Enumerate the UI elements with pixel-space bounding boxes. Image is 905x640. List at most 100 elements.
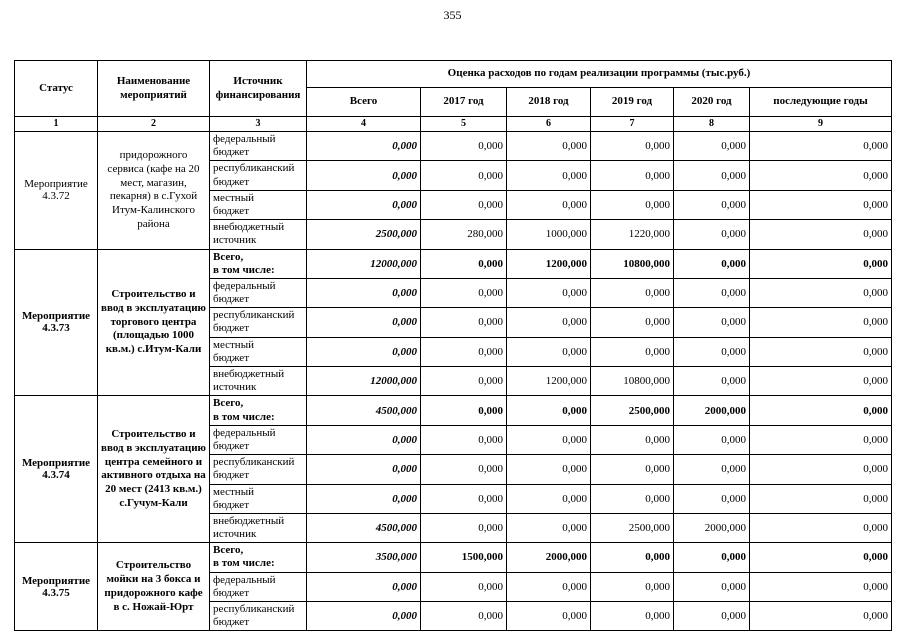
value-cell: 0,000 <box>506 277 591 309</box>
value-cell: 10800,000 <box>590 248 674 279</box>
value-cell: 0,000 <box>749 336 892 368</box>
header-row-years: Всего 2017 год 2018 год 2019 год 2020 го… <box>15 87 892 117</box>
value-cell: 0,000 <box>673 571 750 603</box>
value-cell: 0,000 <box>749 130 892 162</box>
header-source: Источник финансирования <box>209 60 307 117</box>
value-cell: 12000,000 <box>306 365 421 397</box>
value-cell: 0,000 <box>673 277 750 309</box>
measure-name-cell: Строительство и ввод в эксплуатацию торг… <box>97 248 210 397</box>
header-2018: 2018 год <box>506 87 591 117</box>
header-row-numbers: 1 2 3 4 5 6 7 8 9 <box>14 116 892 132</box>
value-cell: 0,000 <box>590 189 674 221</box>
funding-source-cell: внебюджетный источник <box>209 512 307 544</box>
value-cell: 1200,000 <box>506 365 591 397</box>
header-total: Всего <box>306 87 421 117</box>
value-cell: 0,000 <box>420 512 507 544</box>
funding-source-cell: Всего, в том числе: <box>209 248 307 279</box>
table-row: местный бюджет 0,000 0,000 0,000 0,000 0,000 0… <box>15 189 892 221</box>
value-cell: 0,000 <box>420 395 507 426</box>
funding-source-cell: федеральный бюджет <box>209 130 307 162</box>
page-number: 355 <box>443 8 462 22</box>
value-cell: 0,000 <box>506 483 591 514</box>
value-cell: 2500,000 <box>590 512 674 544</box>
value-cell: 2000,000 <box>673 395 750 426</box>
value-cell: 0,000 <box>306 483 421 514</box>
funding-source-cell: местный бюджет <box>209 189 307 221</box>
value-cell: 2000,000 <box>673 512 750 544</box>
table-row: Мероприятие 4.3.72 придорожного сервиса (… <box>14 130 892 250</box>
value-cell: 0,000 <box>420 130 507 162</box>
funding-source-cell: внебюджетный источник <box>209 219 307 250</box>
value-cell: 0,000 <box>749 277 892 309</box>
value-cell: 10800,000 <box>590 365 674 397</box>
funding-source-cell: местный бюджет <box>209 336 307 368</box>
value-cell: 0,000 <box>749 542 892 573</box>
value-cell: 0,000 <box>506 600 591 632</box>
funding-source-cell: федеральный бюджет <box>209 424 307 456</box>
value-cell: 2500,000 <box>306 219 421 250</box>
value-cell: 0,000 <box>673 248 750 279</box>
value-cell: 0,000 <box>673 600 750 632</box>
table-row: местный бюджет 0,000 0,000 0,000 0,000 0,000 0… <box>15 483 892 514</box>
colnum-5: 5 <box>420 116 507 132</box>
value-cell: 3500,000 <box>306 542 421 573</box>
value-cell: 0,000 <box>590 454 674 485</box>
value-cell: 0,000 <box>673 307 750 338</box>
funding-source-cell: республиканский бюджет <box>209 160 307 191</box>
value-cell: 0,000 <box>673 160 750 191</box>
value-cell: 4500,000 <box>306 512 421 544</box>
value-cell: 2500,000 <box>590 395 674 426</box>
value-cell: 0,000 <box>673 424 750 456</box>
value-cell: 1500,000 <box>420 542 507 573</box>
value-cell: 0,000 <box>306 571 421 603</box>
measure-name-cell: придорожного сервиса (кафе на 20 мест, м… <box>97 131 210 250</box>
value-cell: 0,000 <box>749 424 892 456</box>
funding-source-cell: республиканский бюджет <box>209 600 307 632</box>
measure-name-cell: Строительство мойки на 3 бокса и придоро… <box>97 542 210 632</box>
value-cell: 0,000 <box>749 483 892 514</box>
value-cell: 0,000 <box>749 571 892 603</box>
table-row: Мероприятие 4.3.74 Строительство и ввод в… <box>14 395 892 544</box>
value-cell: 0,000 <box>420 336 507 368</box>
value-cell: 0,000 <box>420 189 507 221</box>
funding-source-cell: местный бюджет <box>209 483 307 514</box>
header-2017: 2017 год <box>420 87 507 117</box>
value-cell: 0,000 <box>590 130 674 162</box>
value-cell: 0,000 <box>506 395 591 426</box>
value-cell: 0,000 <box>506 307 591 338</box>
value-cell: 0,000 <box>673 454 750 485</box>
value-cell: 0,000 <box>506 189 591 221</box>
value-cell: 0,000 <box>673 336 750 368</box>
value-cell: 0,000 <box>420 424 507 456</box>
value-cell: 0,000 <box>420 571 507 603</box>
table-row: внебюджетный источник 4500,000 0,000 0,000 2… <box>15 512 892 544</box>
funding-source-cell: Всего, в том числе: <box>209 542 307 573</box>
value-cell: 0,000 <box>590 571 674 603</box>
table-row: республиканский бюджет 0,000 0,000 0,000 0,0… <box>15 160 892 191</box>
table-row: республиканский бюджет 0,000 0,000 0,000 0,0… <box>15 454 892 485</box>
value-cell: 0,000 <box>506 424 591 456</box>
value-cell: 0,000 <box>590 277 674 309</box>
colnum-4: 4 <box>306 116 421 132</box>
colnum-7: 7 <box>590 116 674 132</box>
value-cell: 280,000 <box>420 219 507 250</box>
status-cell: Мероприятие 4.3.75 <box>14 542 98 632</box>
value-cell: 0,000 <box>420 600 507 632</box>
measure-name-cell: Строительство и ввод в эксплуатацию цент… <box>97 395 210 544</box>
value-cell: 0,000 <box>749 365 892 397</box>
value-cell: 0,000 <box>749 512 892 544</box>
value-cell: 0,000 <box>306 160 421 191</box>
colnum-3: 3 <box>209 116 307 132</box>
budget-table: Статус Наименование мероприятий Источник… <box>14 60 892 632</box>
value-cell: 0,000 <box>749 160 892 191</box>
value-cell: 0,000 <box>749 248 892 279</box>
value-cell: 0,000 <box>749 454 892 485</box>
value-cell: 0,000 <box>590 424 674 456</box>
funding-source-cell: Всего, в том числе: <box>209 395 307 426</box>
value-cell: 0,000 <box>673 483 750 514</box>
value-cell: 0,000 <box>306 336 421 368</box>
value-cell: 0,000 <box>673 189 750 221</box>
status-cell: Мероприятие 4.3.74 <box>14 395 98 544</box>
value-cell: 0,000 <box>590 336 674 368</box>
funding-source-cell: внебюджетный источник <box>209 365 307 397</box>
